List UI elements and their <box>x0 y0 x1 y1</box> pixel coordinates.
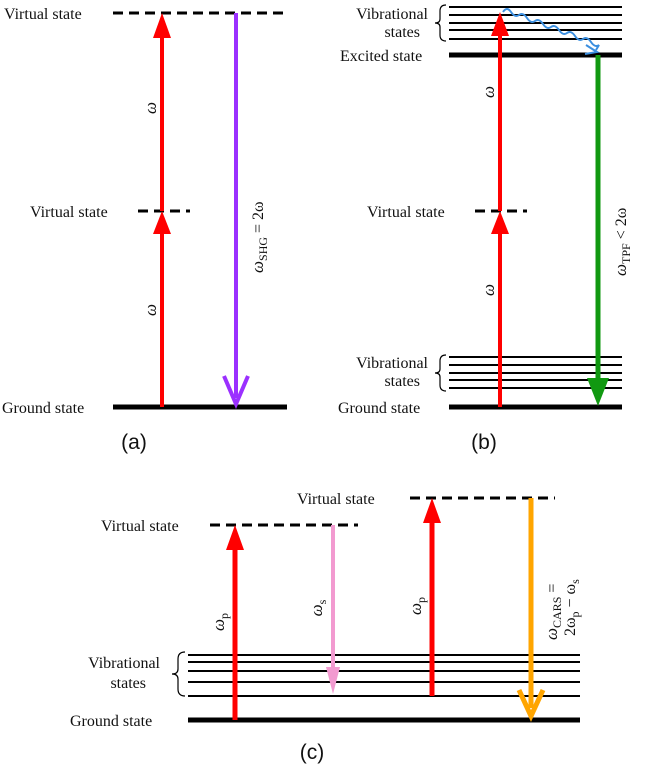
stokes-arrowhead <box>326 667 340 694</box>
pump-arrowhead-upper-a <box>153 13 171 38</box>
brace-top-b <box>434 4 447 42</box>
ground-state-label-a: Ground state <box>2 400 84 417</box>
relaxation-arrowhead <box>584 44 600 55</box>
ground-state-label-c: Ground state <box>70 713 152 730</box>
virtual-state-label-c-right: Virtual state <box>297 491 375 508</box>
excited-state-label: Excited state <box>340 48 422 65</box>
pump-arrowhead-lower-b <box>491 211 509 234</box>
relaxation-wavy-arrow <box>502 8 600 51</box>
shg-arrowhead <box>222 375 250 410</box>
pump-arrowhead-lower-a <box>153 211 171 234</box>
pump-arrowhead-c-2 <box>423 498 441 523</box>
vibrational-label-c-1: Vibrational <box>88 655 160 672</box>
virtual-state-mid-label-a: Virtual state <box>30 204 108 221</box>
omega-label-upper-b: ω <box>479 86 498 98</box>
brace-bottom-b <box>434 354 447 392</box>
vibrational-bottom-label-b-1: Vibrational <box>356 355 428 372</box>
vibrational-label-c-2: states <box>110 675 146 692</box>
cars-arrowhead <box>516 688 546 722</box>
vibrational-top-label-b-2: states <box>384 24 420 41</box>
virtual-state-label-b: Virtual state <box>367 204 445 221</box>
panel-a: Virtual state Virtual state Ground state… <box>2 6 287 454</box>
pump-arrowhead-upper-b <box>491 12 509 36</box>
caption-c: (c) <box>300 741 325 764</box>
vibrational-bottom-label-b-2: states <box>384 373 420 390</box>
vibrational-top-label-b-1: Vibrational <box>356 6 428 23</box>
virtual-state-top-label-a: Virtual state <box>4 6 82 23</box>
stokes-label: ωs <box>307 599 329 616</box>
panel-b: Vibrational states Excited state Virtual… <box>338 4 633 454</box>
pump-label-c-1: ωp <box>209 613 231 631</box>
omega-label-lower-a: ω <box>141 304 160 316</box>
brace-c <box>171 651 186 697</box>
ground-state-label-b: Ground state <box>338 400 420 417</box>
cars-label-line-1: ωCARS = <box>542 584 564 640</box>
pump-label-c-2: ωp <box>406 597 428 615</box>
omega-label-upper-a: ω <box>141 102 160 114</box>
caption-b: (b) <box>471 431 497 454</box>
tpf-arrowhead <box>587 378 609 406</box>
pump-arrowhead-c-1 <box>226 525 244 550</box>
virtual-state-label-c-left: Virtual state <box>101 518 179 535</box>
cars-label-line-2: 2ωp − ωs <box>562 579 582 636</box>
panel-c: Virtual state Virtual state Vibrational … <box>70 491 582 764</box>
omega-label-lower-b: ω <box>479 284 498 296</box>
caption-a: (a) <box>121 431 147 454</box>
tpf-emission-label: ωTPF < 2ω <box>611 208 633 276</box>
shg-emission-label: ωSHG = 2ω <box>248 201 270 273</box>
